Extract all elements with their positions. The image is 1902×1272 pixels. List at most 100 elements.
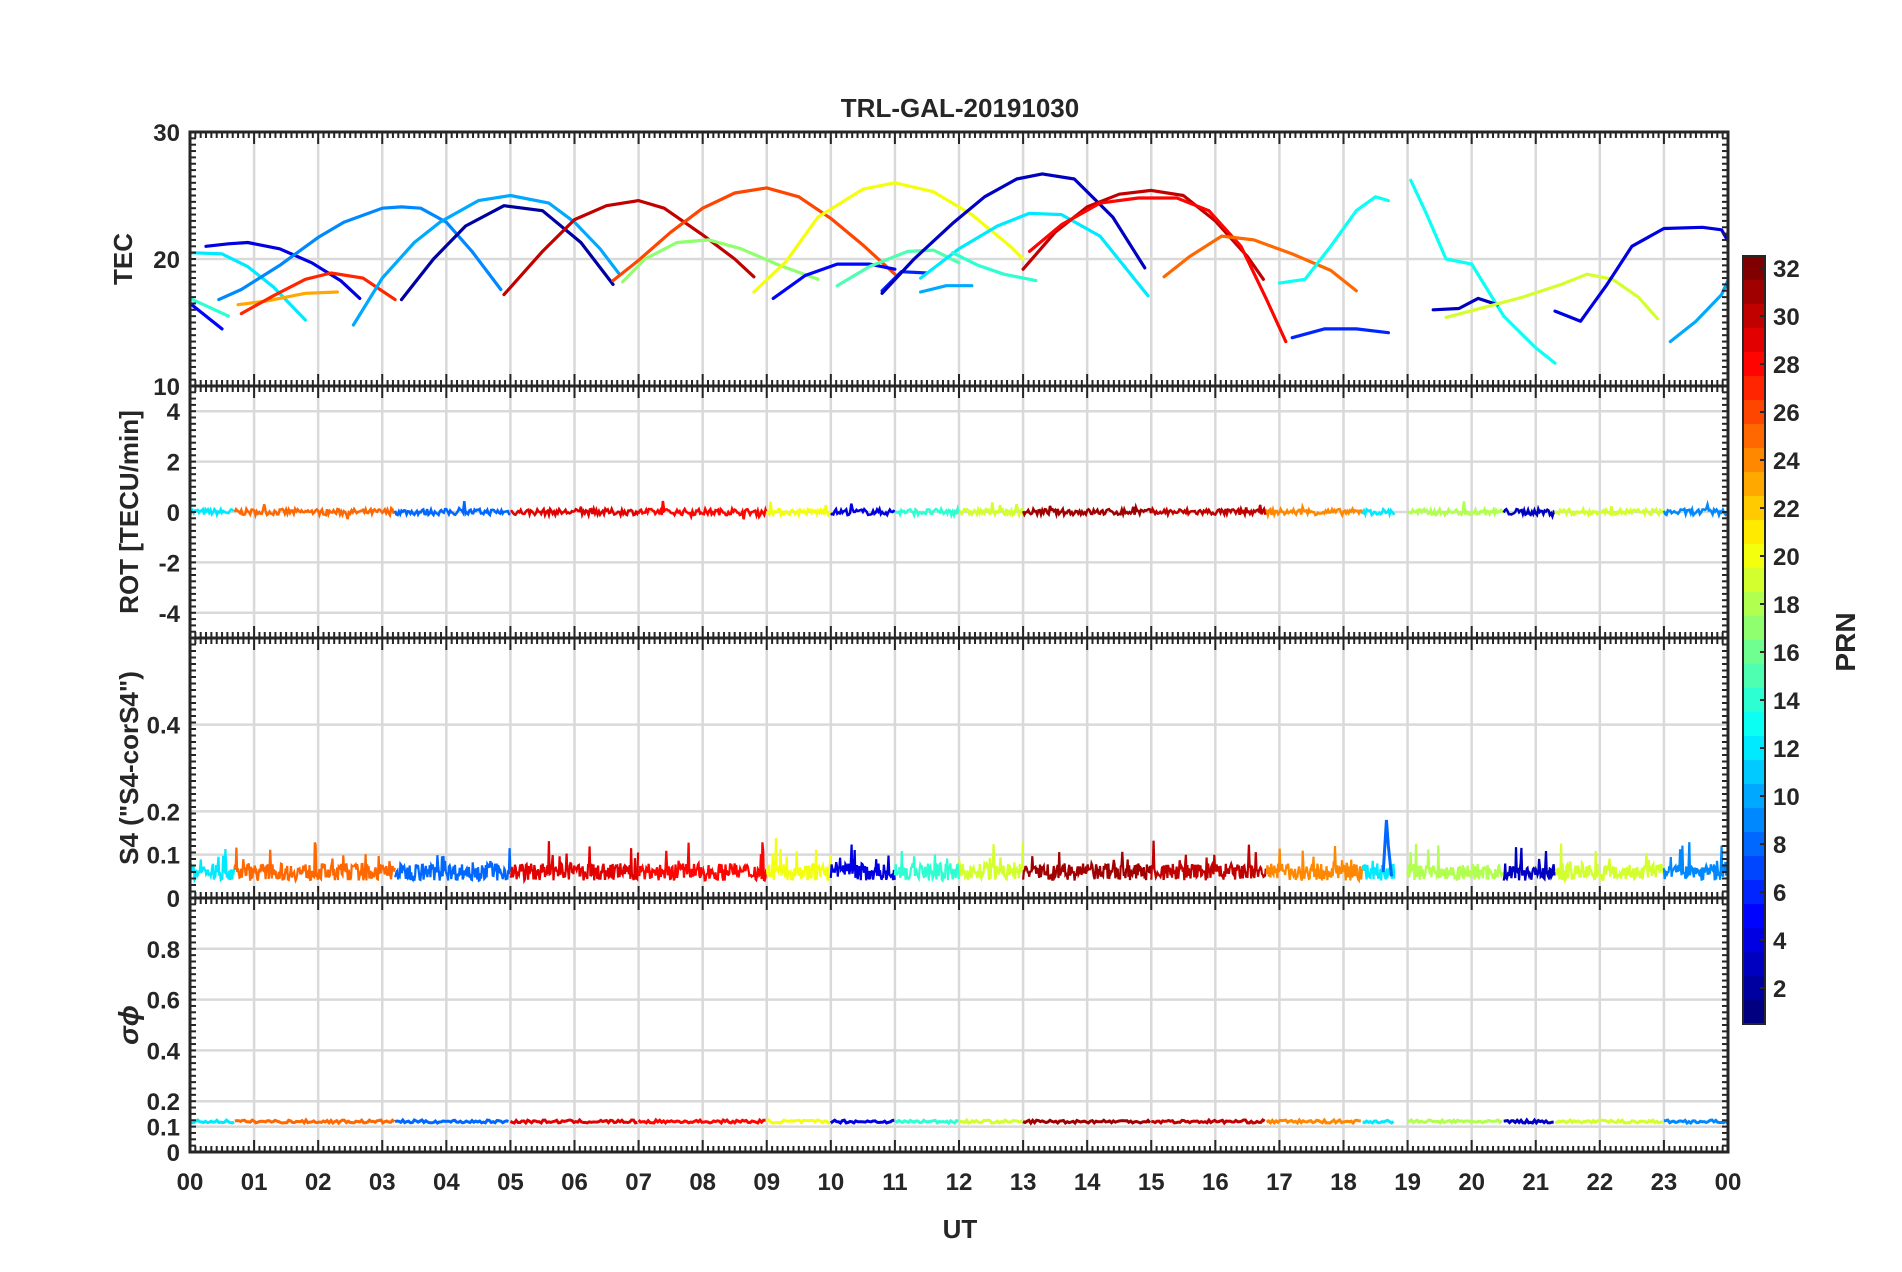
x-tick-label: 22	[1586, 1169, 1613, 1196]
x-tick-labels: 00 01 02 03 04 05 06 07 08 09 10 11 12 13 14 15 16 17 18 19…	[177, 1169, 1742, 1196]
colorbar-swatch	[1743, 760, 1765, 785]
y-tick-label: -4	[159, 601, 181, 628]
x-tick-label: 11	[882, 1169, 907, 1196]
x-tick-label: 14	[1074, 1169, 1101, 1196]
panel-s4: 0 0.1 0.2 0.4S4 ("S4-corS4")	[114, 636, 1730, 913]
s4-series	[893, 851, 960, 884]
y-tick-label: 0	[167, 886, 180, 913]
colorbar-tick-label: 30	[1773, 304, 1800, 331]
s4-series	[829, 844, 896, 881]
rot-series	[1361, 506, 1396, 519]
colorbar-swatch	[1743, 712, 1765, 737]
s4-series	[1022, 851, 1152, 882]
rot-series	[1662, 499, 1729, 519]
rot-series	[188, 505, 235, 519]
x-tick-label: 08	[689, 1169, 716, 1196]
colorbar-swatch	[1743, 640, 1765, 665]
colorbar-swatch	[1743, 808, 1765, 833]
tec-series-prn-9	[217, 205, 503, 302]
rot-series	[1150, 504, 1268, 519]
sigma-series	[1362, 1118, 1395, 1125]
tec-series-prn-10	[918, 284, 974, 294]
sigma-series	[637, 1117, 766, 1126]
y-tick-label: 0	[167, 1140, 180, 1167]
x-tick-label: 13	[1010, 1169, 1037, 1196]
sigma-series	[1663, 1118, 1729, 1126]
tec-series-prn-25	[1162, 234, 1358, 293]
x-tick-label: 20	[1458, 1169, 1485, 1196]
rot-series	[1502, 504, 1556, 521]
y-tick-label: 0.4	[147, 713, 181, 740]
s4-series	[637, 842, 768, 883]
x-tick-label: 05	[497, 1169, 524, 1196]
s4-series	[509, 841, 640, 885]
y-tick-label: 0.6	[147, 988, 180, 1015]
s4-series	[1406, 843, 1504, 881]
colorbar-tick-label: 22	[1773, 496, 1800, 523]
x-tick-label: 03	[369, 1169, 396, 1196]
tec-series-prn-5	[771, 262, 897, 300]
s4-series	[1662, 842, 1729, 881]
colorbar-swatch	[1743, 424, 1765, 449]
rot-series	[1021, 502, 1153, 520]
rot-series	[393, 501, 511, 519]
x-tick-label: 16	[1202, 1169, 1229, 1196]
colorbar-tick-label: 16	[1773, 640, 1800, 667]
y-tick-label: 20	[153, 247, 180, 274]
x-tick-label: 21	[1522, 1169, 1549, 1196]
colorbar-swatch	[1743, 400, 1765, 425]
colorbar-swatch	[1743, 448, 1765, 473]
colorbar-swatch	[1743, 328, 1765, 353]
s4-y-label: S4 ("S4-corS4")	[114, 671, 144, 865]
colorbar-swatch	[1743, 928, 1765, 953]
sigma-series	[1407, 1117, 1503, 1125]
colorbar-swatch	[1743, 856, 1765, 881]
tec-series-prn-3	[1431, 296, 1499, 312]
x-tick-label: 09	[753, 1169, 780, 1196]
s4-series	[957, 842, 1024, 883]
colorbar-swatch	[1743, 472, 1765, 497]
tec-series-prn-15	[835, 248, 961, 288]
y-tick-label: 0.2	[147, 799, 180, 826]
s4-series	[233, 842, 396, 884]
x-tick-label: 06	[561, 1169, 588, 1196]
colorbar-swatch	[1743, 280, 1765, 305]
x-tick-label: 17	[1266, 1169, 1293, 1196]
sigma-series	[1554, 1118, 1664, 1125]
tec-series-prn-13	[1409, 178, 1557, 365]
x-tick-label: 01	[241, 1169, 268, 1196]
sigma-series	[188, 1118, 235, 1125]
s4-series	[1554, 843, 1665, 884]
colorbar-swatch	[1743, 736, 1765, 761]
s4-series	[1502, 847, 1556, 882]
sigma-series	[958, 1117, 1024, 1125]
tec-series-prn-10	[1668, 279, 1730, 344]
tec-series-prn-19	[1444, 272, 1660, 321]
s4-series	[1265, 845, 1364, 884]
colorbar-frame	[1742, 255, 1766, 1025]
sigma-y-label: σϕ	[113, 1005, 144, 1045]
rot-series	[510, 504, 640, 520]
colorbar-tick-label: 4	[1773, 928, 1787, 955]
x-tick-label: 07	[625, 1169, 652, 1196]
colorbar-swatch	[1743, 592, 1765, 617]
colorbar-swatch	[1743, 352, 1765, 377]
x-tick-label: 10	[817, 1169, 844, 1196]
rot-series	[233, 504, 395, 520]
colorbar-tick-label: 8	[1773, 832, 1786, 859]
tec-series-prn-4	[204, 240, 362, 300]
colorbar-swatch	[1743, 832, 1765, 857]
tec-series-prn-13	[1277, 195, 1391, 285]
colorbar-tick-label: 32	[1773, 256, 1800, 283]
y-tick-label: 0.2	[147, 1089, 180, 1116]
colorbar-tick-label: 26	[1773, 400, 1800, 427]
rot-series	[637, 500, 768, 521]
colorbar-label: PRN	[1830, 612, 1861, 671]
colorbar-swatch	[1743, 568, 1765, 593]
colorbar-swatch	[1743, 1000, 1765, 1025]
colorbar-swatch	[1743, 688, 1765, 713]
colorbar-tick-label: 18	[1773, 592, 1800, 619]
colorbar-swatch	[1743, 952, 1765, 977]
x-tick-label: 19	[1394, 1169, 1421, 1196]
